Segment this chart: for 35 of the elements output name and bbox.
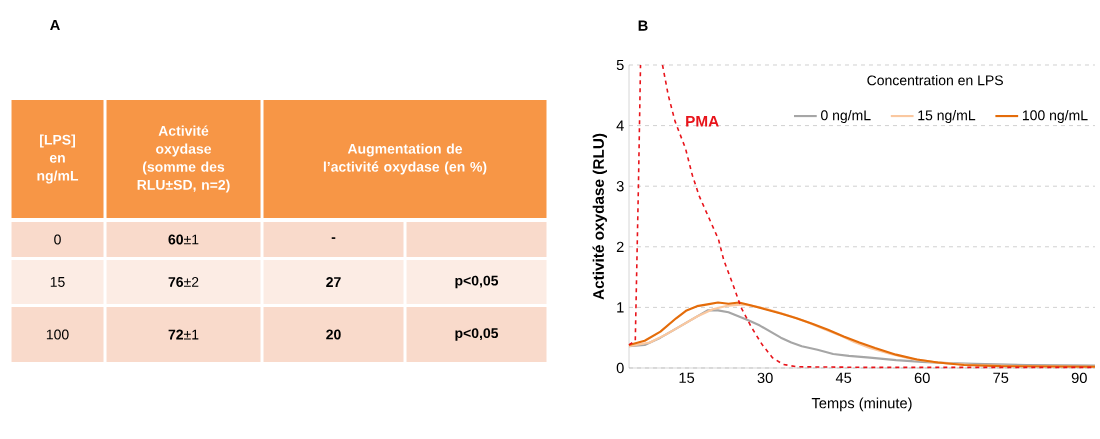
y-tick-label: 3 [616, 181, 624, 192]
legend-title: Concentration en LPS [867, 75, 1003, 86]
y-tick-label: 0 [616, 362, 624, 374]
text: 76±2 [168, 277, 199, 287]
y-tick-label: 2 [616, 241, 624, 252]
y-tick-label: 5 [616, 59, 624, 71]
y-tick-label: 4 [616, 120, 624, 131]
text: p<0,05 [455, 275, 499, 289]
text: - [331, 237, 336, 239]
x-tick-label: 75 [993, 372, 1009, 383]
text: p<0,05 [455, 328, 499, 341]
text: Activité oxydase (somme des RLU±SD, n=2) [137, 125, 230, 193]
x-axis-title: Temps (minute) [811, 397, 912, 412]
text: 20 [326, 329, 341, 340]
text: 72±1 [168, 329, 199, 340]
text: 27 [326, 277, 341, 287]
series-label: PMA [686, 116, 719, 127]
text: Augmentation de l’activité oxydase (en %) [323, 143, 487, 175]
x-tick-label: 15 [679, 372, 695, 383]
x-tick-label: 30 [757, 372, 773, 384]
text: 60±1 [168, 234, 199, 245]
text: 0 [54, 234, 61, 245]
text: 15 [50, 277, 65, 287]
legend-label: 100 ng/mL [1022, 109, 1088, 124]
y-tick-label: 1 [617, 302, 624, 313]
x-tick-label: 90 [1071, 372, 1087, 384]
text: 100 [46, 329, 69, 340]
x-tick-label: 45 [835, 372, 852, 383]
x-tick-label: 60 [914, 372, 930, 384]
legend-label: 15 ng/mL [918, 109, 976, 124]
text: [LPS] en ng/mL [37, 134, 79, 184]
y-axis-title: Activité oxydase (RLU) [592, 133, 607, 300]
legend-label: 0 ng/mL [821, 109, 871, 124]
chart-title: B [638, 20, 648, 31]
text: A [50, 19, 60, 31]
